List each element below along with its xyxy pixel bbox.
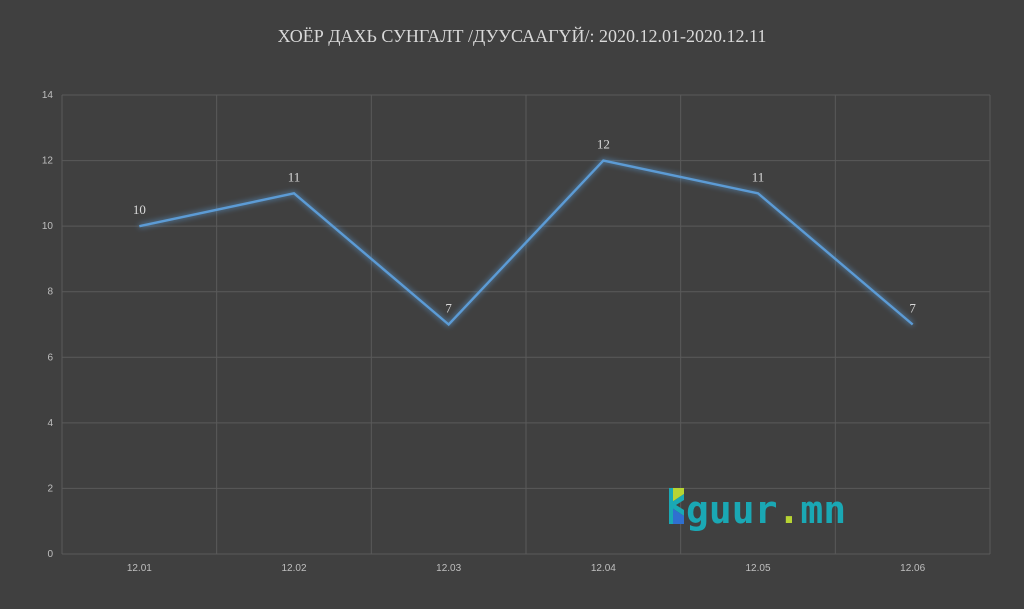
logo-text: guur.mn — [686, 488, 846, 532]
y-tick-label: 6 — [47, 352, 53, 363]
grid-layer — [61, 94, 991, 555]
chart-title: ХОЁР ДАХЬ СУНГАЛТ /ДУУСААГҮЙ/: 2020.12.0… — [278, 26, 767, 46]
x-tick-label: 12.02 — [281, 563, 306, 574]
logo-e-icon — [669, 488, 684, 524]
data-label: 12 — [597, 137, 610, 152]
y-axis: 0 2 4 6 8 10 12 14 — [42, 90, 54, 560]
y-tick-label: 8 — [47, 287, 53, 298]
x-tick-label: 12.03 — [436, 563, 461, 574]
data-label: 7 — [909, 301, 916, 316]
y-tick-label: 14 — [42, 90, 54, 101]
x-axis: 12.01 12.02 12.03 12.04 12.05 12.06 — [127, 563, 926, 574]
y-tick-label: 10 — [42, 221, 54, 232]
y-tick-label: 4 — [47, 418, 53, 429]
y-tick-label: 2 — [47, 483, 53, 494]
data-labels: 10 11 7 12 11 7 — [133, 137, 917, 316]
series-layer — [139, 159, 914, 327]
y-tick-label: 12 — [42, 156, 54, 167]
series-line — [139, 159, 914, 327]
x-tick-label: 12.04 — [591, 563, 616, 574]
x-tick-label: 12.06 — [900, 563, 925, 574]
data-label: 10 — [133, 202, 146, 217]
x-tick-label: 12.01 — [127, 563, 152, 574]
data-label: 11 — [752, 169, 765, 184]
y-tick-label: 0 — [47, 549, 53, 560]
data-label: 7 — [445, 301, 452, 316]
data-label: 11 — [288, 169, 301, 184]
eguur-logo: guur.mn — [669, 488, 846, 532]
x-tick-label: 12.05 — [745, 563, 770, 574]
